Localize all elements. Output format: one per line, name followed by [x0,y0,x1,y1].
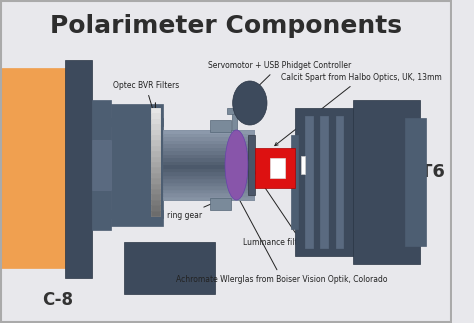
Bar [151,205,160,211]
Bar [210,120,231,132]
Bar [163,148,254,151]
Bar [163,175,254,179]
Bar [151,173,160,178]
Bar [336,116,343,248]
Bar [163,186,254,190]
Bar [270,158,285,178]
Bar [151,130,160,135]
Bar [151,113,160,119]
Bar [151,194,160,200]
Bar [91,190,110,230]
Bar [151,157,160,162]
Bar [151,162,160,167]
Bar [163,196,254,200]
Bar [151,141,160,146]
Ellipse shape [233,81,267,125]
Bar [163,165,254,169]
Bar [405,118,426,246]
Bar [163,182,254,186]
Bar [248,135,255,195]
Bar [151,151,160,157]
Bar [0,68,72,268]
Bar [163,130,254,200]
Bar [163,137,254,141]
Bar [91,140,110,190]
Bar [151,183,160,189]
Ellipse shape [225,130,248,200]
Bar [151,146,160,151]
Bar [163,179,254,182]
Bar [163,158,254,162]
Text: Achromate Wlerglas from Boiser Vision Optik, Colorado: Achromate Wlerglas from Boiser Vision Op… [176,183,388,284]
Bar [110,118,163,218]
Text: C-8: C-8 [42,291,73,309]
Bar [163,154,254,158]
Bar [320,116,328,248]
Bar [163,193,254,196]
Bar [151,124,160,130]
Bar [110,104,163,126]
Bar [151,108,160,113]
Bar [151,189,160,194]
Bar [163,144,254,148]
Bar [151,178,160,183]
Bar [305,116,313,248]
Bar [227,108,242,114]
Bar [151,119,160,124]
Bar [151,167,160,173]
Bar [163,162,254,165]
Bar [151,135,160,141]
Bar [151,108,160,216]
Bar [163,151,254,154]
Bar [163,172,254,175]
Bar [91,100,110,140]
Text: ring gear: ring gear [167,201,217,220]
Bar [151,200,160,205]
Bar [124,242,215,294]
Bar [110,210,163,226]
Text: Servomotor + USB Phidget Controller: Servomotor + USB Phidget Controller [208,61,351,97]
Bar [151,211,160,216]
Bar [163,169,254,172]
Bar [163,130,254,133]
Text: Optec BVR Filters: Optec BVR Filters [112,81,179,114]
Bar [232,112,237,130]
Text: Polarimeter Components: Polarimeter Components [50,14,402,38]
Bar [295,108,409,256]
Text: ST6: ST6 [408,163,446,181]
Text: Luminance filter (400-700 nm): Luminance filter (400-700 nm) [243,171,361,247]
Bar [301,156,305,174]
Bar [353,100,419,264]
Bar [163,141,254,144]
Text: Calcit Spart from Halbo Optics, UK, 13mm: Calcit Spart from Halbo Optics, UK, 13mm [275,73,442,146]
Bar [65,60,91,278]
Bar [291,135,299,229]
Bar [163,133,254,137]
Bar [163,190,254,193]
Bar [210,198,231,210]
Bar [255,148,295,188]
